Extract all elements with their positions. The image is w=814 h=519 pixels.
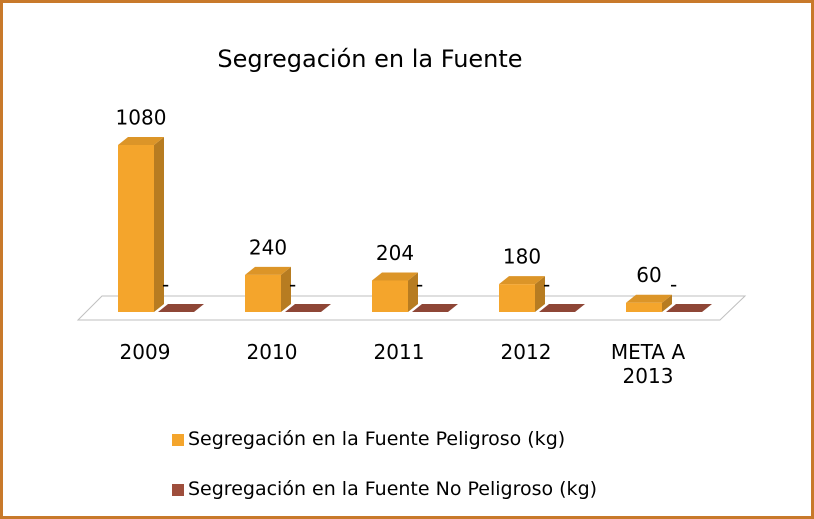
data-label: 60 bbox=[636, 263, 661, 287]
x-tick-label: 2011 bbox=[373, 340, 425, 364]
bar-face bbox=[662, 294, 672, 312]
bar-face bbox=[535, 276, 545, 312]
bar-face bbox=[412, 304, 458, 312]
bar bbox=[666, 304, 712, 312]
bar bbox=[245, 266, 291, 312]
bar bbox=[539, 304, 585, 312]
bar-face bbox=[158, 304, 204, 312]
data-label: 204 bbox=[376, 241, 414, 265]
bar-face bbox=[154, 137, 164, 312]
x-tick-label: 2010 bbox=[246, 340, 298, 364]
data-label: - bbox=[543, 273, 550, 297]
bar bbox=[626, 294, 672, 312]
bar-face bbox=[118, 137, 164, 145]
bar bbox=[372, 272, 418, 312]
bar-face bbox=[626, 294, 672, 303]
bar bbox=[412, 304, 458, 312]
x-tick-label: 2012 bbox=[500, 340, 552, 364]
bar-face bbox=[281, 266, 291, 312]
bar bbox=[285, 304, 331, 312]
bar-face bbox=[245, 266, 291, 275]
data-label: - bbox=[416, 273, 423, 297]
data-label: 180 bbox=[503, 245, 541, 269]
x-tick-label: META A 2013 bbox=[610, 340, 686, 388]
legend-swatch bbox=[172, 434, 184, 446]
bar-face bbox=[372, 280, 408, 312]
bar-face bbox=[118, 145, 154, 312]
legend-swatch bbox=[172, 484, 184, 496]
data-label: 1080 bbox=[116, 106, 167, 130]
chart-title: Segregación en la Fuente bbox=[217, 45, 522, 73]
bar-face bbox=[499, 284, 535, 312]
data-label: - bbox=[670, 273, 677, 297]
bar-face bbox=[372, 272, 418, 281]
data-label: - bbox=[162, 273, 169, 297]
bar-face bbox=[666, 304, 712, 312]
data-label: 240 bbox=[249, 235, 287, 259]
x-tick-label: 2009 bbox=[119, 340, 171, 364]
legend-label: Segregación en la Fuente Peligroso (kg) bbox=[188, 428, 566, 450]
bar-face bbox=[285, 304, 331, 312]
bar-face bbox=[408, 272, 418, 312]
bar bbox=[118, 137, 164, 312]
bar bbox=[499, 276, 545, 312]
legend-label: Segregación en la Fuente No Peligroso (k… bbox=[188, 478, 598, 500]
bar-face bbox=[539, 304, 585, 312]
bar-face bbox=[499, 276, 545, 285]
bar bbox=[158, 304, 204, 312]
bar-face bbox=[626, 302, 662, 312]
bar-face bbox=[245, 274, 281, 312]
data-label: - bbox=[289, 273, 296, 297]
